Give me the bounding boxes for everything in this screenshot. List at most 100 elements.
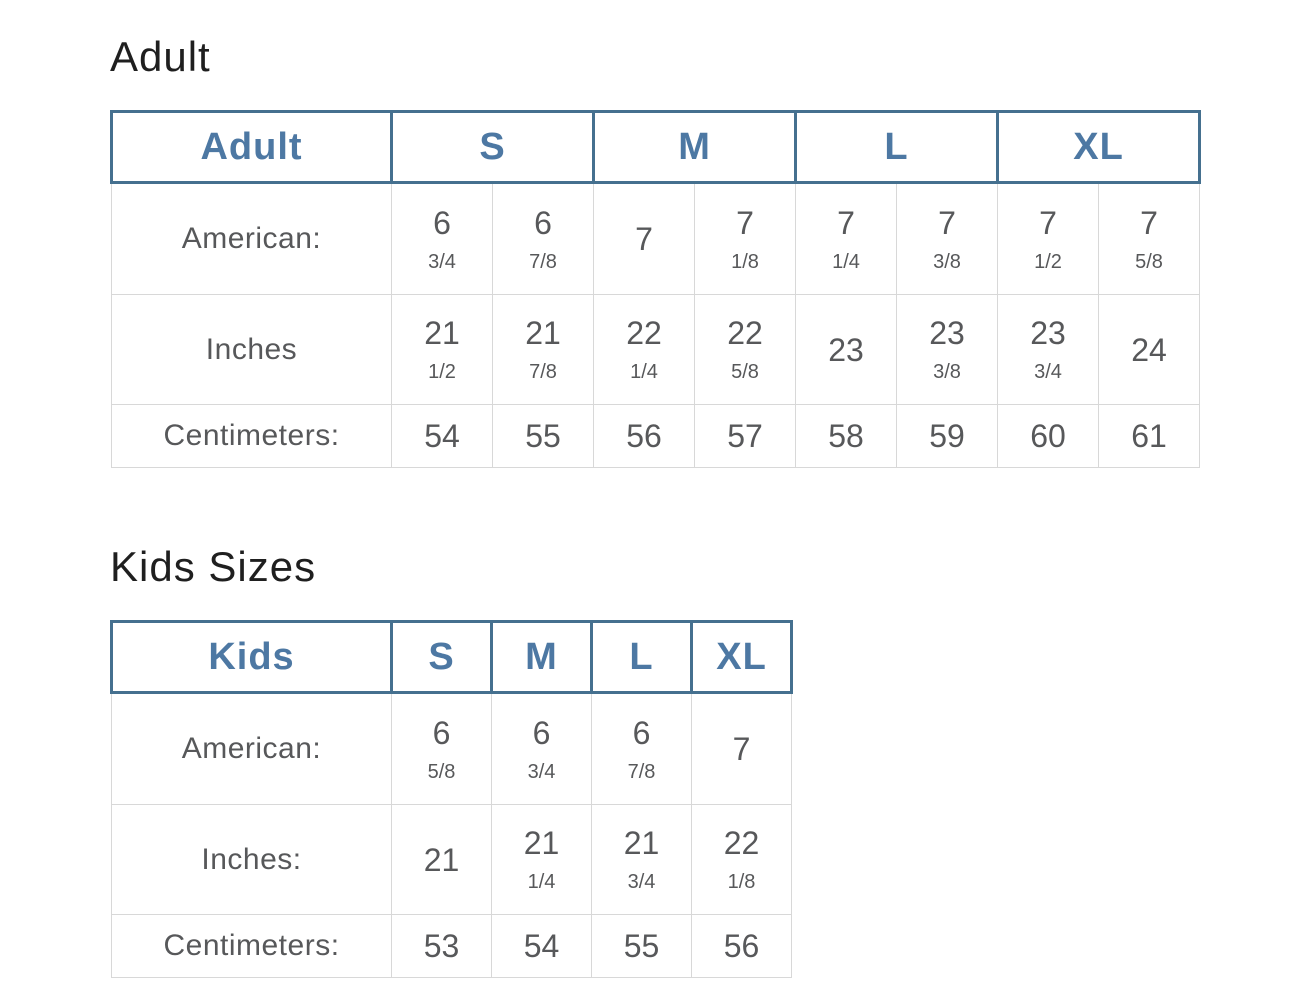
value-whole: 56 bbox=[723, 928, 760, 964]
value-cell: 58 bbox=[795, 404, 898, 468]
value-cell: 7 bbox=[593, 182, 696, 295]
value-whole: 22 bbox=[626, 315, 662, 351]
row-label: American: bbox=[111, 182, 392, 295]
value-fraction: 3/4 bbox=[1034, 361, 1062, 383]
value-cell: 61 bbox=[1098, 404, 1201, 468]
value-whole: 6 bbox=[433, 204, 451, 241]
value-cell: 7 3/8 bbox=[896, 182, 999, 295]
value-cell: 22 5/8 bbox=[694, 294, 797, 405]
page: Adult Adult S M L XL American: 6 3/4 6 7/8 7 7 1/8 7 1… bbox=[110, 34, 1302, 978]
value-fraction: 5/8 bbox=[731, 361, 759, 383]
value-fraction: 1/4 bbox=[630, 361, 658, 383]
value-cell: 21 1/2 bbox=[391, 294, 493, 405]
corner-header: Kids bbox=[110, 620, 393, 694]
header-row: Adult S M L XL bbox=[110, 110, 1202, 184]
value-whole: 57 bbox=[727, 418, 763, 454]
adult-section: Adult Adult S M L XL American: 6 3/4 6 7/8 7 7 1/8 7 1… bbox=[110, 34, 1302, 468]
value-cell: 7 1/4 bbox=[795, 182, 898, 295]
value-cell: 54 bbox=[491, 914, 592, 978]
value-fraction: 3/8 bbox=[933, 250, 961, 273]
value-cell: 6 5/8 bbox=[391, 692, 492, 805]
value-cell: 53 bbox=[391, 914, 492, 978]
adult-size-table: Adult S M L XL American: 6 3/4 6 7/8 7 7 1/8 7 1/4 7 3/8… bbox=[110, 110, 1202, 468]
data-row: Centimeters: 54 55 56 57 58 59 60 61 bbox=[111, 404, 1201, 468]
data-row: Inches: 21 21 1/4 21 3/4 22 1/8 bbox=[111, 804, 792, 915]
data-row: American: 6 3/4 6 7/8 7 7 1/8 7 1/4 7 3/8 7 1/2 7 5/8 bbox=[111, 182, 1201, 295]
value-cell: 21 7/8 bbox=[491, 294, 595, 405]
value-cell: 21 3/4 bbox=[591, 804, 692, 915]
value-whole: 23 bbox=[1030, 315, 1066, 351]
value-whole: 24 bbox=[1131, 331, 1167, 368]
value-cell: 6 7/8 bbox=[591, 692, 692, 805]
value-cell: 7 bbox=[691, 692, 792, 805]
value-whole: 21 bbox=[424, 315, 460, 351]
kids-section: Kids Sizes Kids S M L XL American: 6 5/8 6 3/4 6 7/… bbox=[110, 544, 1302, 978]
value-fraction: 1/4 bbox=[527, 871, 556, 893]
value-fraction: 3/4 bbox=[527, 760, 556, 783]
value-whole: 7 bbox=[1039, 204, 1057, 241]
value-cell: 59 bbox=[896, 404, 999, 468]
value-whole: 22 bbox=[723, 825, 760, 861]
value-cell: 21 1/4 bbox=[491, 804, 592, 915]
value-whole: 21 bbox=[623, 825, 660, 861]
size-header-xl: XL bbox=[690, 620, 793, 694]
value-whole: 60 bbox=[1030, 418, 1066, 454]
value-whole: 54 bbox=[424, 418, 460, 454]
value-fraction: 1/8 bbox=[727, 871, 756, 893]
data-row: American: 6 5/8 6 3/4 6 7/8 7 bbox=[111, 692, 792, 805]
value-cell: 23 3/4 bbox=[997, 294, 1100, 405]
value-cell: 23 bbox=[795, 294, 898, 405]
value-whole: 7 bbox=[837, 204, 855, 241]
adult-section-heading: Adult bbox=[110, 33, 211, 80]
value-cell: 23 3/8 bbox=[896, 294, 999, 405]
value-fraction: 5/8 bbox=[427, 760, 456, 783]
value-cell: 7 5/8 bbox=[1098, 182, 1201, 295]
value-whole: 55 bbox=[623, 928, 660, 964]
value-whole: 7 bbox=[635, 221, 653, 257]
value-cell: 7 1/8 bbox=[694, 182, 797, 295]
value-cell: 22 1/8 bbox=[691, 804, 792, 915]
data-row: Inches 21 1/2 21 7/8 22 1/4 22 5/8 23 23 3/8 23 3/4 24 bbox=[111, 294, 1201, 405]
value-whole: 7 bbox=[736, 204, 754, 241]
row-label: Centimeters: bbox=[111, 404, 392, 468]
value-fraction: 1/2 bbox=[1034, 250, 1062, 273]
value-whole: 58 bbox=[828, 418, 864, 454]
corner-header: Adult bbox=[110, 110, 393, 184]
size-header-m: M bbox=[592, 110, 798, 184]
size-header-xl: XL bbox=[996, 110, 1202, 184]
data-row: Centimeters: 53 54 55 56 bbox=[111, 914, 792, 978]
row-label: Inches bbox=[111, 294, 392, 405]
value-whole: 55 bbox=[525, 418, 561, 454]
value-whole: 7 bbox=[1140, 204, 1158, 241]
kids-size-table: Kids S M L XL American: 6 5/8 6 3/4 6 7/8 7 Inches: 21… bbox=[110, 620, 793, 978]
value-cell: 6 3/4 bbox=[391, 182, 493, 295]
value-fraction: 3/8 bbox=[933, 361, 961, 383]
value-fraction: 1/2 bbox=[428, 361, 456, 383]
value-whole: 21 bbox=[523, 825, 560, 861]
value-fraction: 3/4 bbox=[627, 871, 656, 893]
value-cell: 24 bbox=[1098, 294, 1201, 405]
value-whole: 6 bbox=[432, 714, 451, 751]
value-cell: 7 1/2 bbox=[997, 182, 1100, 295]
value-whole: 61 bbox=[1131, 418, 1167, 454]
value-cell: 57 bbox=[694, 404, 797, 468]
size-header-l: L bbox=[590, 620, 693, 694]
kids-section-heading: Kids Sizes bbox=[110, 543, 317, 590]
value-whole: 6 bbox=[632, 714, 651, 751]
value-cell: 56 bbox=[593, 404, 696, 468]
value-cell: 6 3/4 bbox=[491, 692, 592, 805]
value-cell: 54 bbox=[391, 404, 493, 468]
value-whole: 6 bbox=[532, 714, 551, 751]
value-whole: 53 bbox=[423, 928, 460, 964]
value-fraction: 5/8 bbox=[1135, 250, 1163, 273]
size-header-m: M bbox=[490, 620, 593, 694]
row-label: Inches: bbox=[111, 804, 392, 915]
value-fraction: 1/4 bbox=[832, 250, 860, 273]
value-cell: 22 1/4 bbox=[593, 294, 696, 405]
value-cell: 21 bbox=[391, 804, 492, 915]
size-header-s: S bbox=[390, 620, 493, 694]
value-cell: 55 bbox=[591, 914, 692, 978]
value-cell: 55 bbox=[491, 404, 595, 468]
value-whole: 7 bbox=[938, 204, 956, 241]
value-fraction: 1/8 bbox=[731, 250, 759, 273]
